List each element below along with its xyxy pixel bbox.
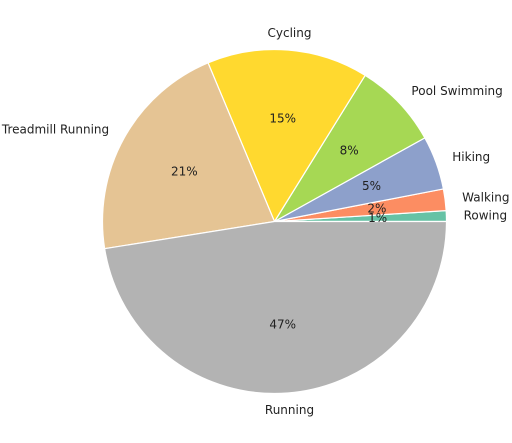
percentage-label-pool-swimming: 8% (340, 143, 359, 157)
category-label-rowing: Rowing (464, 208, 508, 222)
percentage-label-cycling: 15% (269, 112, 296, 126)
category-labels: Rowing Walking Hiking Pool Swimming Cycling T… (1, 26, 510, 417)
category-label-hiking: Hiking (452, 150, 490, 164)
pie-slice-cycling (207, 48, 367, 223)
category-label-treadmill-running: Treadmill Running (1, 123, 109, 137)
category-label-running: Running (265, 403, 314, 417)
percentage-label-treadmill-running: 21% (171, 164, 198, 178)
percentage-labels: 1%2% 5% 8% 15% 21% 47% (171, 112, 387, 332)
pie-slice-treadmill-running (101, 62, 276, 250)
pie-slices (101, 48, 448, 395)
percentage-label-hiking: 5% (362, 179, 381, 193)
category-label-cycling: Cycling (268, 26, 312, 40)
pie-slice-running (103, 220, 448, 395)
category-label-pool-swimming: Pool Swimming (411, 84, 502, 98)
percentage-label-running: 47% (269, 317, 296, 331)
percentage-label-rowing: 1% (368, 211, 387, 225)
category-label-walking: Walking (462, 191, 509, 205)
percentage-label-walking: 2% (367, 201, 386, 215)
